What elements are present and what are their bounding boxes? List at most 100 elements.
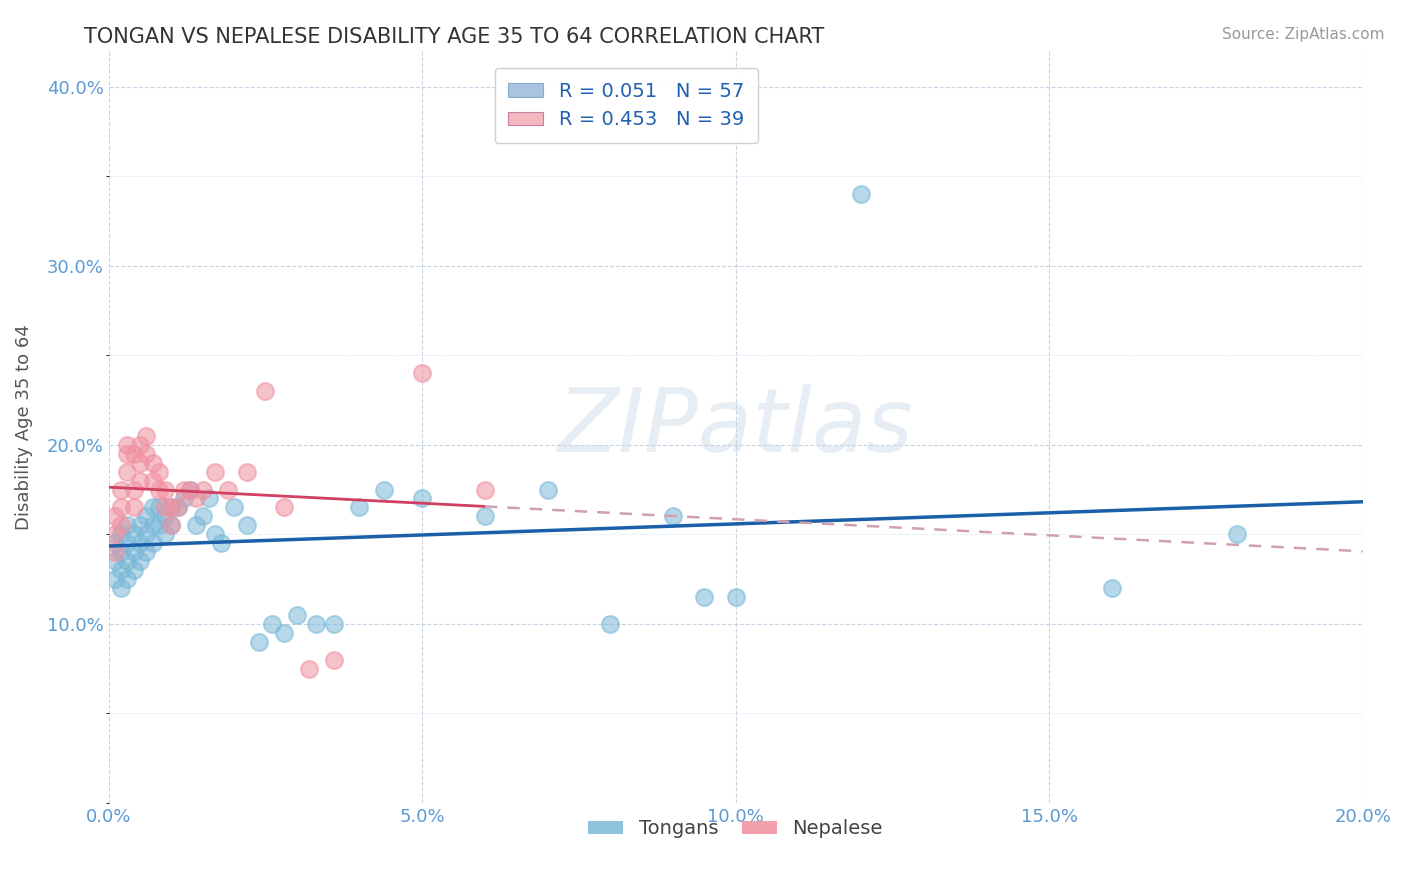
Point [110,581,132,595]
Point [129,554,152,568]
Point [110,527,132,541]
Point [323,653,346,667]
Point [104,554,127,568]
Point [217,483,239,497]
Point [135,527,157,541]
Point [186,491,208,506]
Point [1226,527,1249,541]
Point [160,518,183,533]
Point [129,456,152,470]
Point [135,447,157,461]
Point [104,527,127,541]
Point [117,447,139,461]
Point [204,465,226,479]
Point [153,509,176,524]
Point [141,474,163,488]
Point [129,438,152,452]
Point [110,483,132,497]
Text: ZIPatlas: ZIPatlas [558,384,914,470]
Point [599,616,621,631]
Point [117,554,139,568]
Point [235,465,257,479]
Point [298,662,321,676]
Point [166,500,188,515]
Point [235,518,257,533]
Point [117,465,139,479]
Point [191,509,214,524]
Point [148,518,170,533]
Point [166,500,188,515]
Point [179,483,201,497]
Point [122,545,145,559]
Point [273,500,295,515]
Point [104,572,127,586]
Point [148,483,170,497]
Point [411,366,433,380]
Point [135,429,157,443]
Point [104,536,127,550]
Point [198,491,221,506]
Point [110,518,132,533]
Point [173,491,195,506]
Point [304,616,326,631]
Point [1101,581,1123,595]
Point [254,384,277,398]
Point [117,438,139,452]
Point [191,483,214,497]
Point [153,500,176,515]
Point [104,509,127,524]
Point [135,509,157,524]
Point [153,483,176,497]
Point [122,483,145,497]
Point [662,509,685,524]
Point [148,465,170,479]
Point [536,483,558,497]
Point [117,536,139,550]
Point [135,545,157,559]
Point [285,607,308,622]
Point [110,500,132,515]
Point [373,483,395,497]
Point [323,616,346,631]
Point [129,518,152,533]
Point [474,483,496,497]
Point [129,474,152,488]
Point [474,509,496,524]
Point [122,527,145,541]
Point [849,186,872,201]
Point [693,590,716,604]
Point [247,634,270,648]
Point [222,500,245,515]
Point [141,456,163,470]
Point [411,491,433,506]
Point [110,545,132,559]
Point [129,536,152,550]
Point [186,518,208,533]
Point [110,563,132,577]
Point [160,518,183,533]
Text: Source: ZipAtlas.com: Source: ZipAtlas.com [1222,27,1385,42]
Point [122,500,145,515]
Point [153,527,176,541]
Y-axis label: Disability Age 35 to 64: Disability Age 35 to 64 [15,324,32,530]
Point [104,545,127,559]
Point [273,625,295,640]
Point [141,536,163,550]
Point [260,616,283,631]
Point [141,500,163,515]
Point [724,590,747,604]
Point [148,500,170,515]
Point [173,483,195,497]
Legend: Tongans, Nepalese: Tongans, Nepalese [581,812,890,846]
Point [160,500,183,515]
Point [122,563,145,577]
Point [349,500,371,515]
Point [122,447,145,461]
Point [141,518,163,533]
Point [204,527,226,541]
Point [211,536,233,550]
Point [117,572,139,586]
Point [160,500,183,515]
Point [179,483,201,497]
Point [117,518,139,533]
